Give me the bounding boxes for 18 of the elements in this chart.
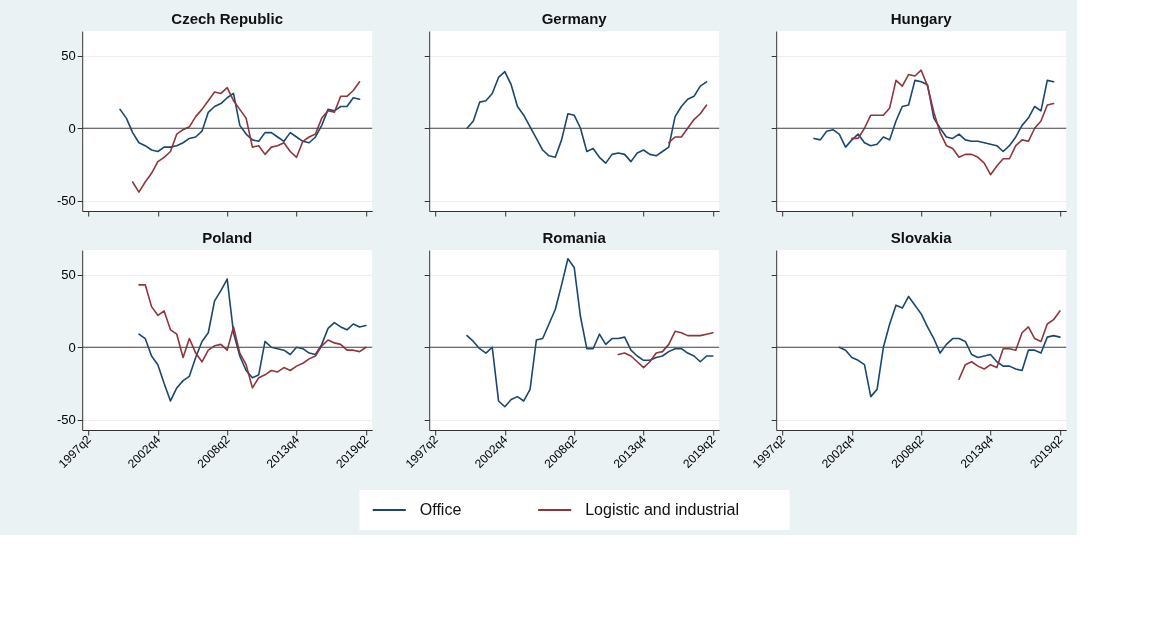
chart-title: Hungary	[890, 10, 953, 27]
line-series	[138, 278, 367, 402]
line-series	[131, 81, 361, 193]
y-tick-label: 50	[61, 267, 76, 283]
chart-title: Germany	[541, 10, 608, 27]
y-tick-label: 0	[68, 120, 76, 136]
y-tick-label: -50	[56, 193, 76, 209]
legend-label: Logistic and industrial	[585, 501, 740, 518]
legend-label: Office	[419, 501, 462, 518]
chart-title: Romania	[542, 229, 607, 246]
y-tick-label: 0	[68, 339, 76, 355]
line-series	[138, 284, 367, 389]
line-series	[119, 92, 361, 153]
y-tick-label: 50	[61, 48, 76, 64]
chart-title: Czech Republic	[171, 10, 284, 27]
y-tick-label: -50	[56, 412, 76, 428]
chart-title: Poland	[202, 229, 253, 246]
chart-title: Slovakia	[890, 229, 953, 246]
